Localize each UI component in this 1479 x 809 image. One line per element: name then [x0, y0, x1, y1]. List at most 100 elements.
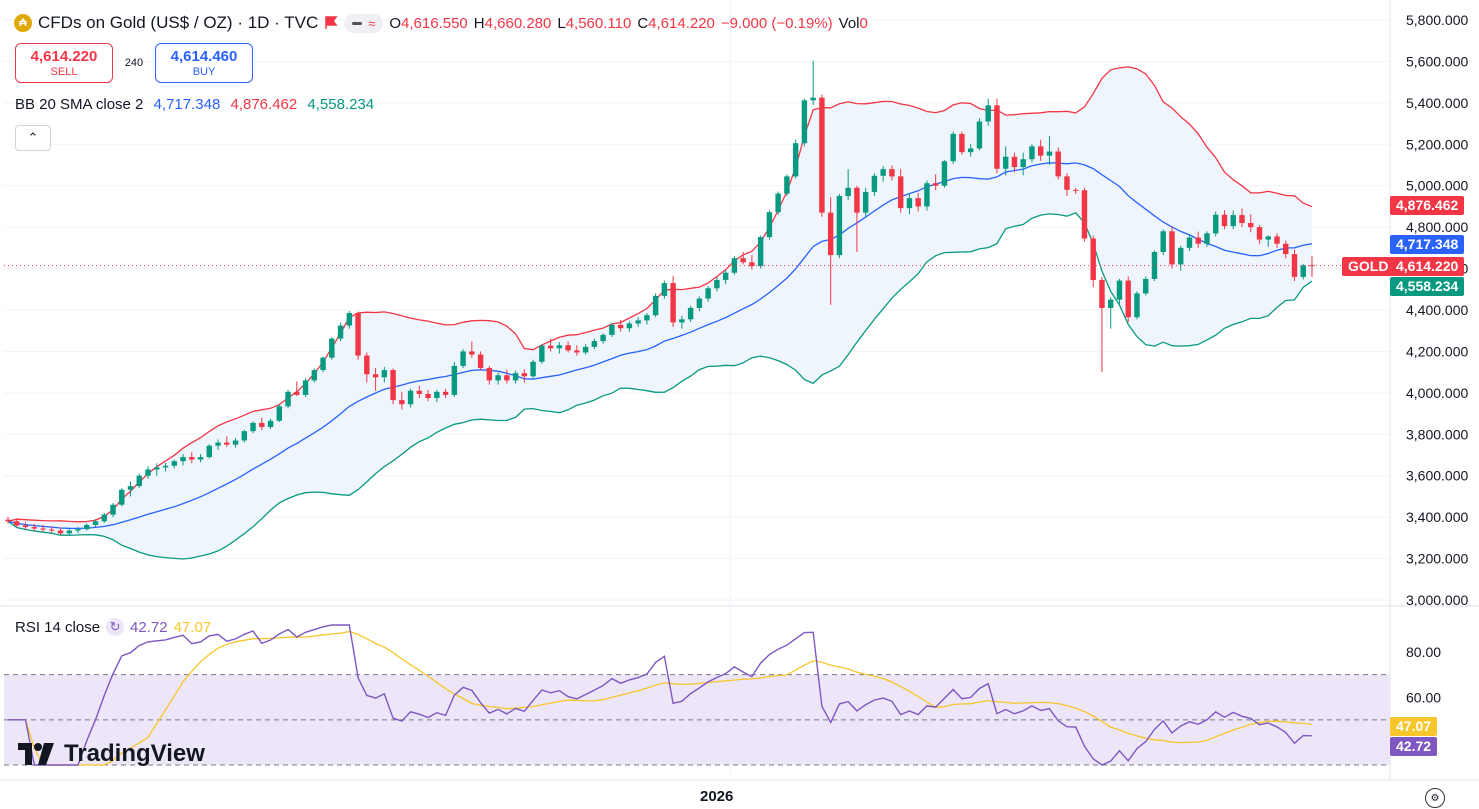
candle-body	[84, 525, 90, 530]
candle-body	[1072, 189, 1079, 191]
candle-body	[355, 313, 361, 356]
candle-body	[1248, 223, 1254, 228]
candle-body	[609, 324, 615, 335]
candle-body	[57, 530, 64, 534]
minus-icon	[352, 21, 363, 25]
candle-body	[950, 133, 956, 162]
vol-label: Vol	[838, 14, 860, 32]
y-tick-label: 5,600.000	[1406, 53, 1468, 69]
candle-body	[66, 530, 72, 534]
candle-body	[337, 325, 344, 339]
candle-body	[565, 345, 571, 351]
high-value: 4,660.280	[484, 14, 552, 32]
candle-body	[495, 375, 501, 381]
candle-body	[906, 198, 913, 209]
candle-body	[915, 198, 921, 207]
low-value: 4,560.110	[565, 14, 632, 32]
y-tick-label: 4,000.000	[1406, 385, 1468, 401]
candle-body	[591, 341, 598, 347]
rsi-tag: 42.72	[1390, 737, 1438, 757]
candle-body	[871, 175, 878, 192]
bb-legend[interactable]: BB 20 SMA close 2 4,717.348 4,876.462 4,…	[15, 96, 380, 113]
y-tick-label: 5,200.000	[1406, 136, 1468, 152]
candle-body	[714, 279, 720, 289]
symbol-tag: GOLD	[1342, 256, 1395, 276]
flag-icon[interactable]	[324, 16, 338, 30]
candle-body	[862, 191, 869, 213]
candle-body	[1265, 236, 1271, 240]
candle-body	[14, 521, 20, 526]
candle-body	[390, 370, 396, 401]
candle-body	[460, 351, 466, 366]
candle-body	[1195, 237, 1201, 244]
y-tick-label: 3,800.000	[1406, 426, 1468, 442]
buy-button[interactable]: 4,614.460 BUY	[155, 43, 253, 83]
rsi-legend[interactable]: RSI 14 close ↻ 42.72 47.07	[15, 618, 211, 636]
wave-icon: ≈	[368, 15, 376, 31]
candle-body	[1081, 190, 1088, 239]
candle-body	[889, 169, 895, 177]
buy-label: BUY	[192, 66, 216, 78]
candle-body	[329, 338, 335, 358]
rsi-tick-label: 80.00	[1406, 644, 1441, 660]
bb-upper-price-tag: 4,876.462	[1390, 196, 1465, 216]
candle-body	[250, 422, 256, 432]
candle-body	[1037, 146, 1044, 156]
candle-body	[854, 187, 860, 213]
candle-body	[582, 346, 589, 353]
candle-body	[1274, 236, 1280, 244]
candle-body	[521, 373, 528, 377]
candle-body	[1090, 238, 1096, 280]
spread-value: 240	[124, 57, 144, 69]
candle-body	[722, 272, 729, 280]
candle-body	[1256, 227, 1263, 240]
candle-body	[810, 97, 816, 101]
candle-body	[276, 406, 283, 421]
y-tick-label: 5,000.000	[1406, 178, 1468, 194]
candle-body	[941, 161, 948, 186]
candle-body	[75, 529, 81, 531]
y-tick-label: 4,400.000	[1406, 302, 1468, 318]
refresh-icon[interactable]: ↻	[106, 618, 125, 636]
rsi-line	[8, 624, 1313, 766]
candle-body	[5, 519, 11, 522]
collapse-legend-button[interactable]: ⌃	[15, 125, 51, 151]
candle-body	[451, 365, 458, 395]
candle-body	[556, 345, 563, 349]
candle-body	[1055, 151, 1061, 177]
candle-body	[145, 469, 151, 476]
candle-body	[189, 457, 195, 460]
chart-title[interactable]: CFDs on Gold (US$ / OZ) · 1D · TVC	[38, 13, 319, 32]
candle-body	[967, 148, 974, 153]
sell-button[interactable]: 4,614.220 SELL	[15, 43, 113, 83]
settings-icon[interactable]: ⚙	[1425, 788, 1445, 808]
candle-body	[434, 391, 440, 399]
x-axis-label-2026: 2026	[700, 788, 734, 805]
rsi-ma-line	[8, 630, 1313, 766]
candle-body	[547, 345, 554, 349]
candle-body	[425, 393, 431, 399]
tradingview-logo[interactable]: TradingView	[18, 740, 205, 768]
chart-title-bar: ₳ CFDs on Gold (US$ / OZ) · 1D · TVC ≈ O…	[14, 10, 868, 36]
change-value: −9.000 (−0.19%)	[720, 14, 833, 32]
candle-body	[136, 475, 142, 487]
candle-body	[827, 212, 834, 256]
candle-body	[1125, 280, 1131, 318]
candle-body	[364, 355, 370, 375]
candle-body	[215, 442, 221, 446]
rsi-ma-value: 47.07	[173, 618, 212, 636]
candle-body	[539, 345, 545, 362]
bb-basis-value: 4,717.348	[153, 96, 221, 113]
candle-body	[1239, 215, 1245, 223]
candle-body	[1020, 159, 1026, 168]
open-label: O	[389, 14, 402, 32]
candle-body	[652, 295, 659, 316]
candle-body	[346, 313, 353, 326]
candle-body	[171, 461, 177, 466]
rsi-label: RSI 14 close	[15, 618, 101, 636]
candle-body	[477, 354, 484, 368]
compare-toggle[interactable]: ≈	[344, 13, 384, 33]
candle-body	[1204, 233, 1210, 244]
candle-body	[1107, 299, 1114, 308]
